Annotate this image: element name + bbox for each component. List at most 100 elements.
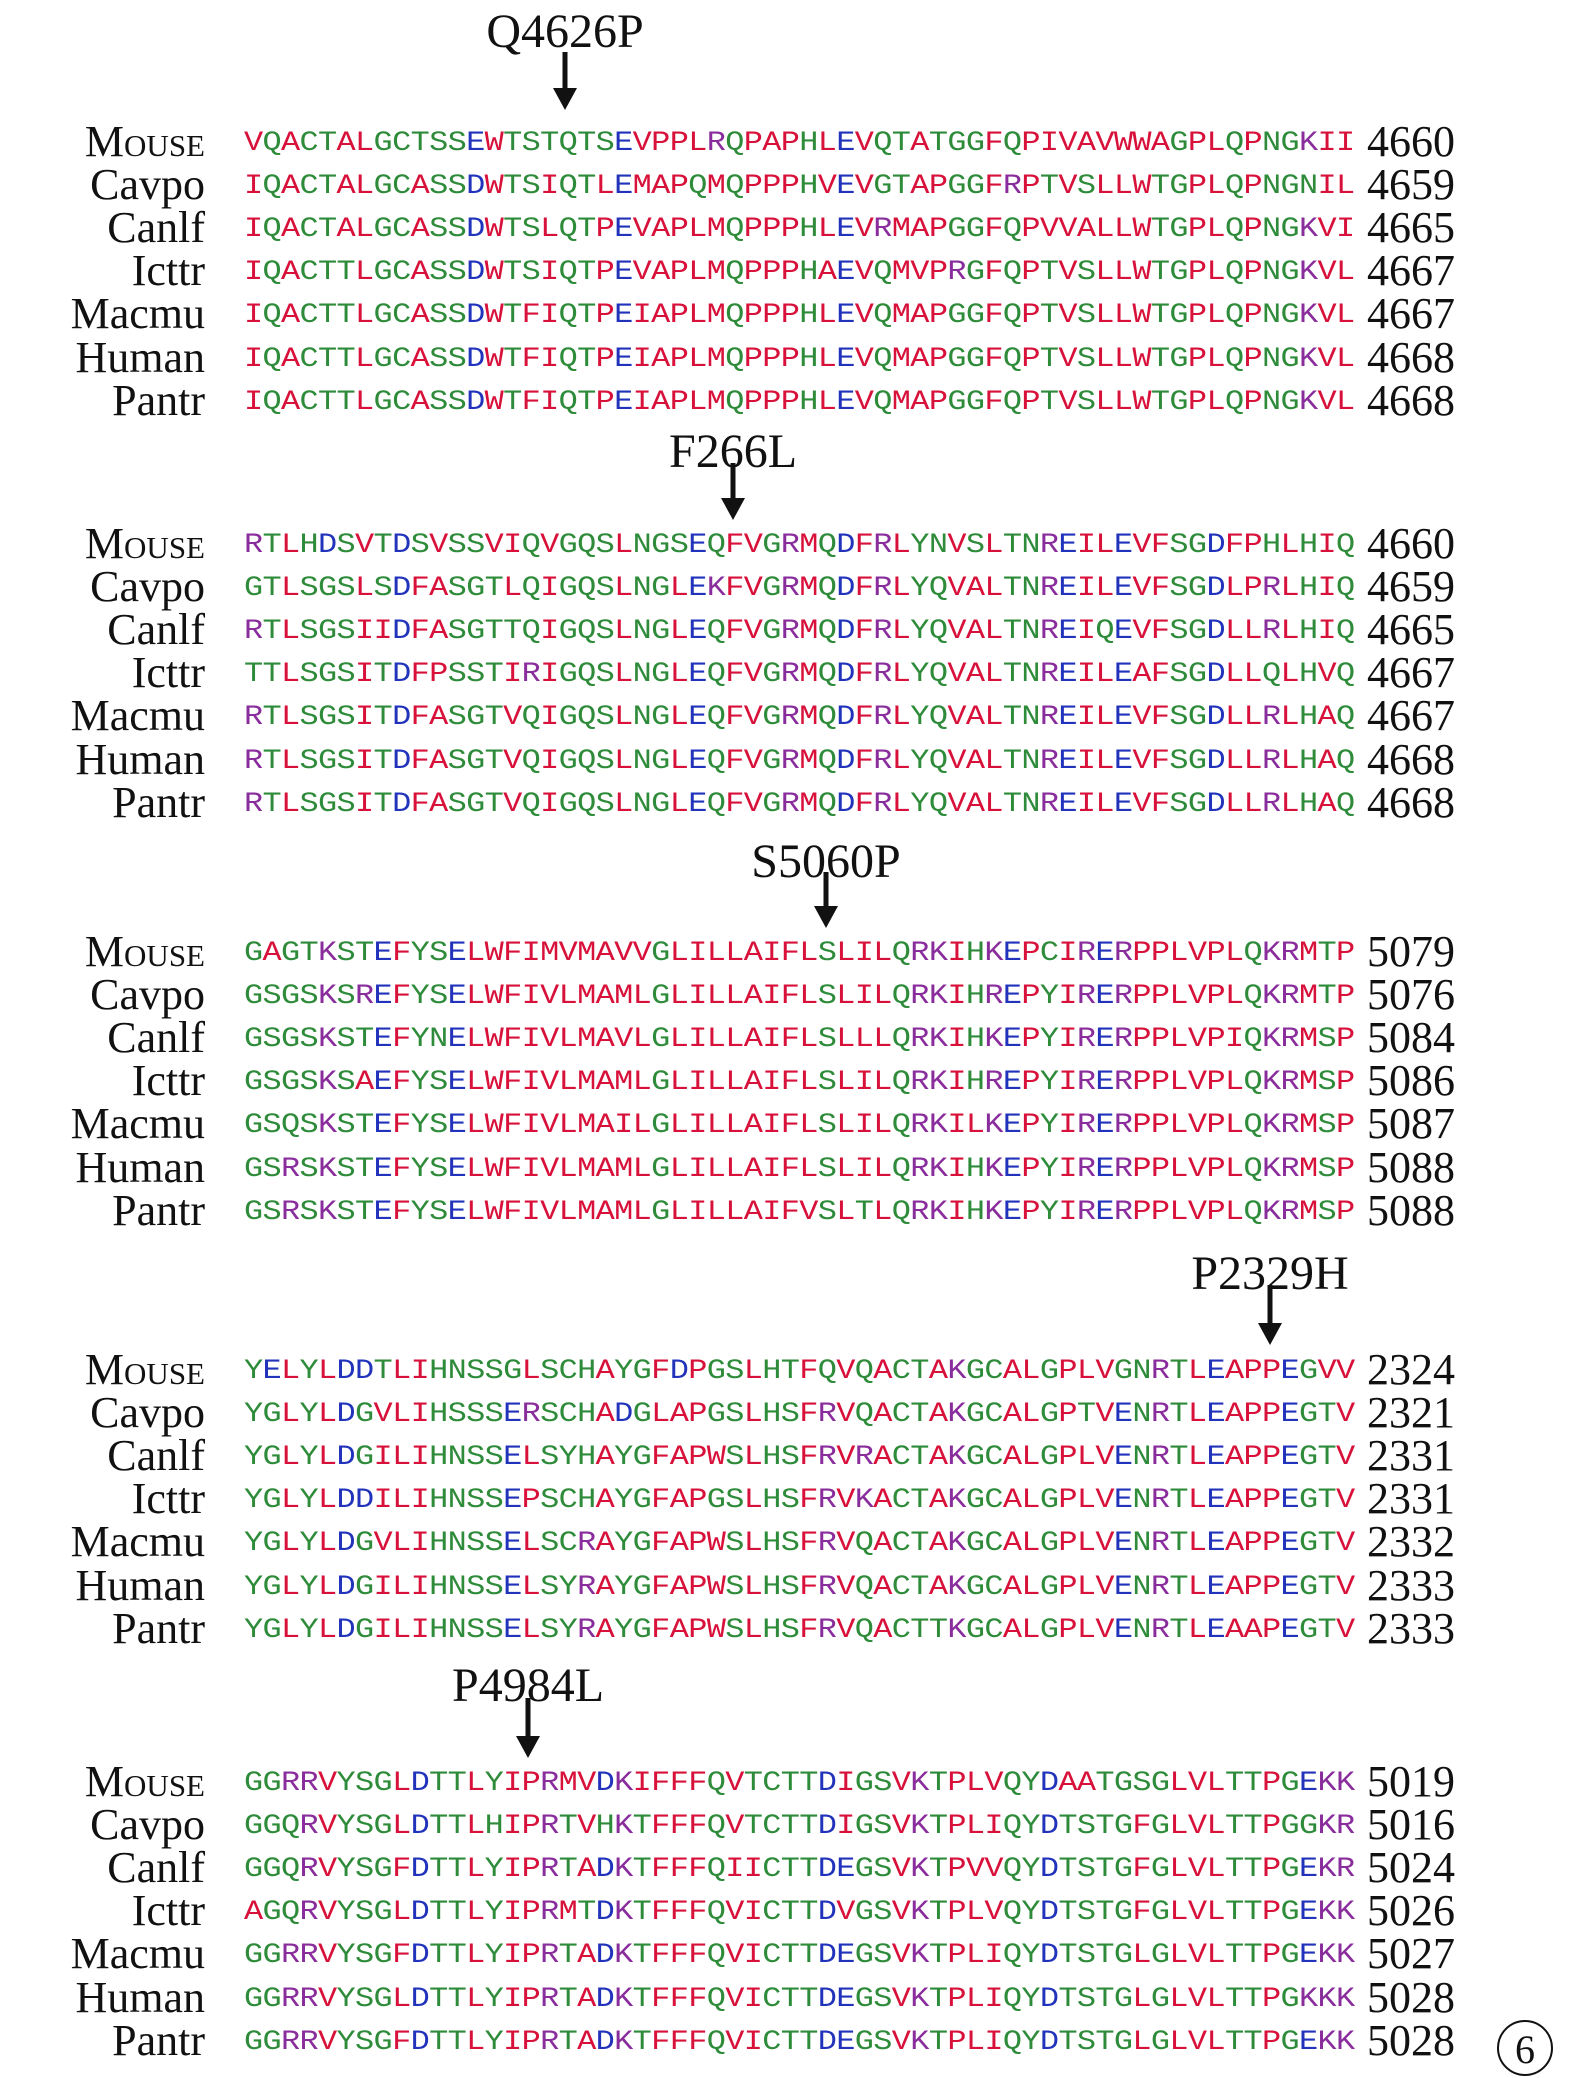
alignment-row: Pantr GSRSKSTEFYSELWFIVLMAMLGLILLAIFVSLTL… (0, 1185, 1575, 1235)
species-name: Cavpo (90, 1800, 205, 1850)
species-name: Pantr (112, 1185, 205, 1235)
species-name: Macmu (70, 691, 205, 741)
residue-position: 4665 (1367, 203, 1455, 253)
species-name: Cavpo (90, 562, 205, 612)
species-name: Pantr (112, 375, 205, 425)
sequence: YGLYLDGILIHNSSELSYRAYGFAPWSLHSFRVQACTAKG… (244, 1571, 1355, 1603)
residue-position: 2333 (1367, 1560, 1455, 1610)
alignment-row: Cavpo GGQRVYSGLDTTLHIPRTVHKTFFFQVTCTTDIGS… (0, 1800, 1575, 1850)
species-name: Canlf (107, 605, 205, 655)
sequence: YGLYLDGVLIHNSSELSCRAYGFAPWSLHSFRVQACTAKG… (244, 1528, 1355, 1560)
species-name: Pantr (112, 2015, 205, 2065)
sequence: GSRSKSTEFYSELWFIVLMAMLGLILLAIFVSLTLQRKIH… (244, 1196, 1355, 1228)
alignment-row: Human GGRRVYSGLDTTLYIPRTADKTFFFQVICTTDEGS… (0, 1972, 1575, 2022)
residue-position: 5024 (1367, 1843, 1455, 1893)
alignment-row: Canlf GGQRVYSGFDTTLYIPRTADKTFFFQIICTTDEGS… (0, 1843, 1575, 1893)
sequence: YGLYLDGVLIHSSSERSCHADGLAPGSLHSFRVQACTAKG… (244, 1399, 1355, 1431)
sequence: YGLYLDGILIHNSSELSYRAYGFAPWSLHSFRVQACTTKG… (244, 1614, 1355, 1646)
residue-position: 5087 (1367, 1099, 1455, 1149)
species-name: Cavpo (90, 1388, 205, 1438)
arrowhead-icon (516, 1736, 540, 1758)
alignment-row: Cavpo YGLYLDGVLIHSSSERSCHADGLAPGSLHSFRVQA… (0, 1388, 1575, 1438)
alignment-row: Macmu RTLSGSITDFASGTVQIGQSLNGLEQFVGRMQDFR… (0, 691, 1575, 741)
alignment-row: Macmu YGLYLDGVLIHNSSELSCRAYGFAPWSLHSFRVQA… (0, 1517, 1575, 1567)
species-name: Icttr (131, 1474, 205, 1524)
sequence: GGRRVYSGLDTTLYIPRMVDKIFFFQVTCTTDIGSVKTPL… (244, 1768, 1355, 1799)
sequence: GGRRVYSGLDTTLYIPRTADKTFFFQVICTTDEGSVKTPL… (244, 1983, 1355, 2015)
sequence: IQACTALGCASSDWTSLQTPEVAPLMQPPPHLEVRMAPGG… (244, 214, 1355, 246)
residue-position: 4668 (1367, 734, 1455, 784)
species-name: Canlf (107, 1431, 205, 1481)
species-name: Mouse (84, 519, 205, 568)
alignment-row: Mouse YELYLDDTLIHNSSGLSCHAYGFDPGSLHTFQVQA… (0, 1345, 1575, 1394)
mutation-arrow (823, 872, 829, 908)
residue-position: 5079 (1367, 927, 1455, 976)
alignment-row: Human YGLYLDGILIHNSSELSYRAYGFAPWSLHSFRVQA… (0, 1560, 1575, 1610)
sequence: AGQRVYSGLDTTLYIPRMTDKTFFFQVICTTDVGSVKTPL… (244, 1897, 1355, 1929)
residue-position: 4668 (1367, 332, 1455, 382)
alignment-row: Cavpo IQACTALGCASSDWTSIQTLEMAPQMQPPPHVEVG… (0, 160, 1575, 210)
sequence: YGLYLDGILIHNSSELSYHAYGFAPWSLHSFRVRACTAKG… (244, 1442, 1355, 1474)
sequence: GGQRVYSGLDTTLHIPRTVHKTFFFQVTCTTDIGSVKTPL… (244, 1811, 1355, 1843)
sequence: IQACTALGCASSDWTSIQTLEMAPQMQPPPHVEVGTAPGG… (244, 171, 1355, 203)
alignment-row: Canlf GSGSKSTEFYNELWFIVLMAVLGLILLAIFLSLLL… (0, 1016, 1575, 1060)
arrowhead-icon (721, 498, 745, 520)
alignment-row: Human RTLSGSITDFASGTVQIGQSLNGLEQFVGRMQDFR… (0, 734, 1575, 784)
alignment-row: Pantr YGLYLDGILIHNSSELSYRAYGFAPWSLHSFRVQA… (0, 1603, 1575, 1653)
sequence: RTLHDSVTDSVSSVIQVGQSLNGSEQFVGRMQDFRLYNVS… (244, 530, 1355, 561)
residue-position: 4660 (1367, 117, 1455, 166)
sequence: GSGSKSTEFYNELWFIVLMAVLGLILLAIFLSLLLQRKIH… (244, 1024, 1355, 1056)
species-name: Human (75, 1142, 205, 1192)
species-name: Icttr (131, 246, 205, 296)
alignment-row: Cavpo GTLSGSLSDFASGTLQIGQSLNGLEKFVGRMQDFR… (0, 562, 1575, 612)
sequence: GGQRVYSGFDTTLYIPRTADKTFFFQIICTTDEGSVKTPV… (244, 1854, 1355, 1886)
arrowhead-icon (814, 906, 838, 928)
sequence: RTLSGSITDFASGTVQIGQSLNGLEQFVGRMQDFRLYQVA… (244, 702, 1355, 734)
arrowhead-icon (1258, 1323, 1282, 1345)
sequence: RTLSGSITDFASGTVQIGQSLNGLEQFVGRMQDFRLYQVA… (244, 788, 1355, 820)
alignment-row: Icttr YGLYLDDILIHNSSEPSCHAYGFAPGSLHSFRVKA… (0, 1474, 1575, 1524)
residue-position: 4668 (1367, 375, 1455, 425)
residue-position: 4659 (1367, 160, 1455, 210)
residue-position: 5016 (1367, 1800, 1455, 1850)
species-name: Mouse (84, 1345, 205, 1394)
residue-position: 4667 (1367, 648, 1455, 698)
sequence: GGRRVYSGFDTTLYIPRTADKTFFFQVICTTDEGSVKTPL… (244, 2026, 1355, 2058)
residue-position: 4667 (1367, 289, 1455, 339)
mutation-arrow (1267, 1285, 1273, 1325)
alignment-row: Icttr AGQRVYSGLDTTLYIPRMTDKTFFFQVICTTDVGS… (0, 1886, 1575, 1936)
species-name: Macmu (70, 289, 205, 339)
residue-position: 5026 (1367, 1886, 1455, 1936)
species-name: Human (75, 332, 205, 382)
species-name: Human (75, 1560, 205, 1610)
residue-position: 5028 (1367, 2015, 1455, 2065)
sequence: RTLSGSIIDFASGTTQIGQSLNGLEQFVGRMQDFRLYQVA… (244, 616, 1355, 648)
sequence: IQACTTLGCASSDWTFIQTPEIAPLMQPPPHLEVQMAPGG… (244, 386, 1355, 418)
alignment-row: Canlf YGLYLDGILIHNSSELSYHAYGFAPWSLHSFRVRA… (0, 1431, 1575, 1481)
residue-position: 4665 (1367, 605, 1455, 655)
residue-position: 2333 (1367, 1603, 1455, 1653)
sequence: RTLSGSITDFASGTVQIGQSLNGLEQFVGRMQDFRLYQVA… (244, 745, 1355, 777)
sequence: VQACTALGCTSSEWTSTQTSEVPPLRQPAPHLEVQTATGG… (244, 128, 1355, 159)
residue-position: 4668 (1367, 777, 1455, 827)
species-name: Mouse (84, 117, 205, 166)
species-name: Macmu (70, 1517, 205, 1567)
alignment-row: Mouse VQACTALGCTSSEWTSTQTSEVPPLRQPAPHLEVQ… (0, 117, 1575, 166)
residue-position: 5027 (1367, 1929, 1455, 1979)
alignment-row: Icttr GSGSKSAEFYSELWFIVLMAMLGLILLAIFLSLIL… (0, 1056, 1575, 1106)
residue-position: 5028 (1367, 1972, 1455, 2022)
alignment-row: Mouse GAGTKSTEFYSELWFIMVMAVVGLILLAIFLSLIL… (0, 927, 1575, 976)
species-name: Icttr (131, 1056, 205, 1106)
mutation-label: Q4626P (486, 5, 644, 58)
residue-position: 2332 (1367, 1517, 1455, 1567)
mutation-arrow (525, 1698, 531, 1738)
residue-position: 2331 (1367, 1431, 1455, 1481)
residue-position: 4667 (1367, 246, 1455, 296)
alignment-row: Macmu GSQSKSTEFYSELWFIVLMAILGLILLAIFLSLIL… (0, 1099, 1575, 1149)
alignment-row: Canlf RTLSGSIIDFASGTTQIGQSLNGLEQFVGRMQDFR… (0, 605, 1575, 655)
species-name: Icttr (131, 648, 205, 698)
residue-position: 4667 (1367, 691, 1455, 741)
alignment-row: Human GSRSKSTEFYSELWFIVLMAMLGLILLAIFLSLIL… (0, 1142, 1575, 1192)
species-name: Macmu (70, 1099, 205, 1149)
mutation-arrow (730, 463, 736, 500)
